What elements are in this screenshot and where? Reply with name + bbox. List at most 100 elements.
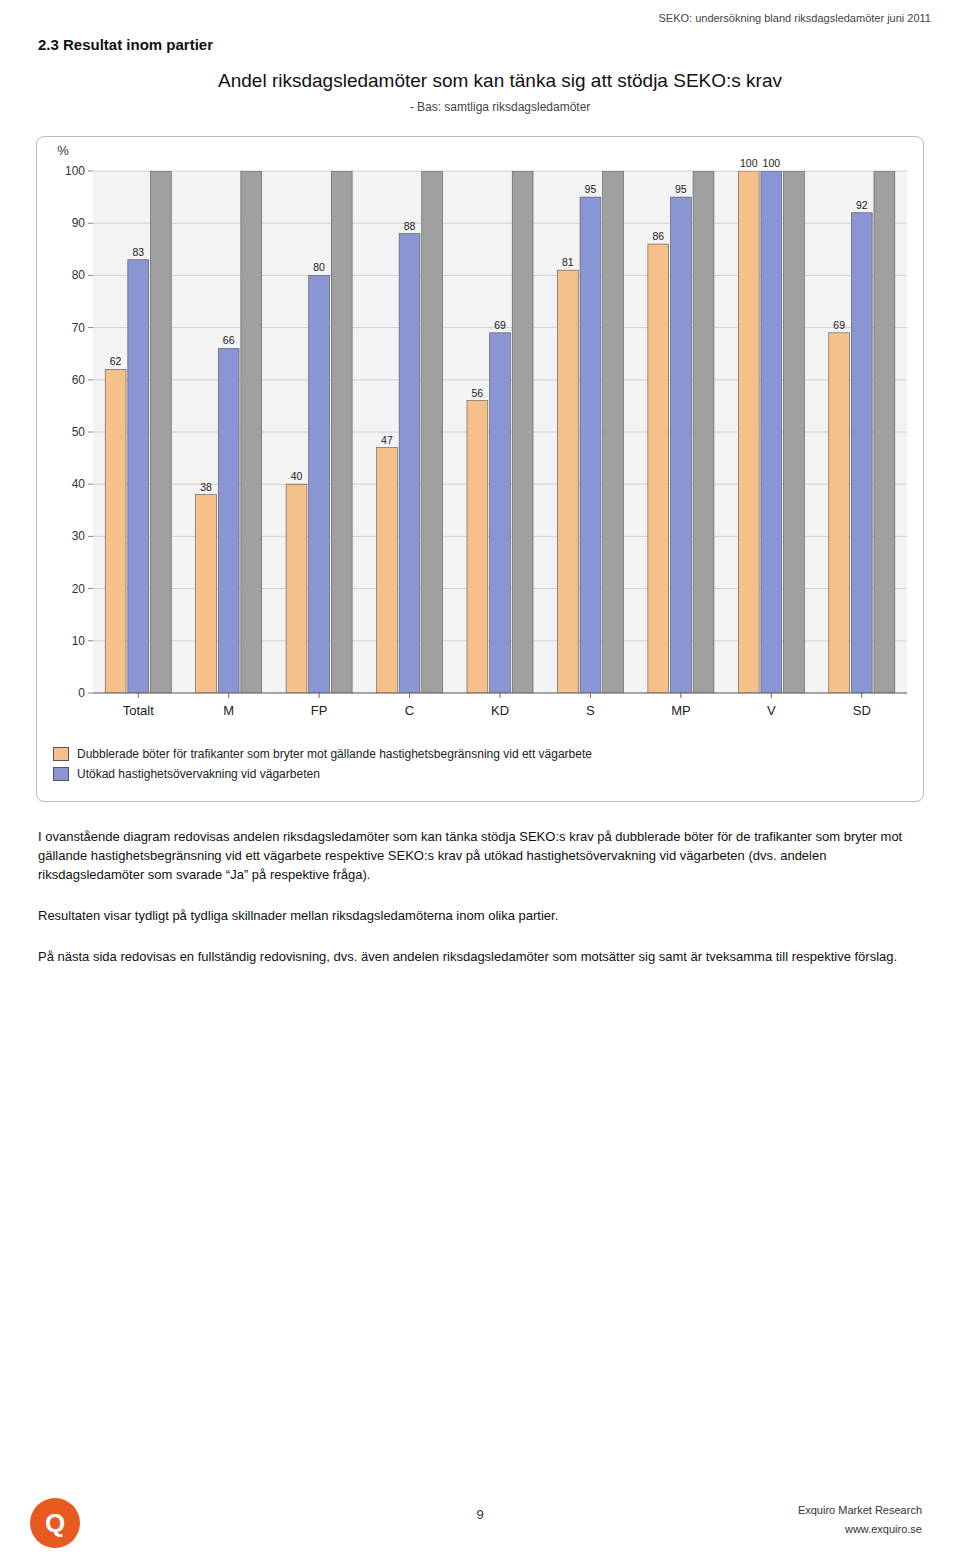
data-label: 81 — [562, 256, 574, 268]
y-tick — [88, 171, 93, 172]
legend: Dubblerade böter för trafikanter som bry… — [37, 737, 923, 801]
data-label: 100 — [740, 157, 758, 169]
data-label: 62 — [110, 355, 122, 367]
y-tick-label: 50 — [72, 425, 86, 439]
bar — [580, 197, 601, 693]
data-label: 95 — [675, 183, 687, 195]
body-text: Resultaten visar tydligt på tydliga skil… — [38, 907, 918, 926]
x-tick-label: M — [223, 703, 234, 718]
y-tick — [88, 588, 93, 589]
y-tick — [88, 379, 93, 380]
y-tick-label: 10 — [72, 634, 86, 648]
x-tick — [861, 693, 862, 698]
data-label: 100 — [763, 157, 781, 169]
bar — [761, 171, 782, 693]
legend-label: Dubblerade böter för trafikanter som bry… — [77, 747, 592, 761]
x-tick — [771, 693, 772, 698]
x-tick — [319, 693, 320, 698]
y-tick — [88, 536, 93, 537]
y-tick-label: 60 — [72, 373, 86, 387]
bar — [241, 171, 262, 693]
data-label: 95 — [585, 183, 597, 195]
bar — [603, 171, 624, 693]
data-label: 66 — [223, 334, 235, 346]
y-tick — [88, 432, 93, 433]
legend-item: Dubblerade böter för trafikanter som bry… — [53, 747, 907, 761]
bar — [784, 171, 805, 693]
x-tick-label: Totalt — [123, 703, 154, 718]
y-tick-label: 0 — [78, 686, 85, 700]
bar — [829, 333, 850, 693]
bar — [512, 171, 533, 693]
bar — [467, 401, 488, 693]
data-label: 92 — [856, 199, 868, 211]
chart-title: Andel riksdagsledamöter som kan tänka si… — [80, 70, 920, 92]
footer-company: Exquiro Market Research — [798, 1504, 922, 1516]
bar — [670, 197, 691, 693]
legend-swatch — [53, 747, 69, 761]
chart-subtitle: - Bas: samtliga riksdagsledamöter — [80, 100, 920, 114]
grid — [93, 171, 907, 693]
x-tick — [680, 693, 681, 698]
bars — [105, 171, 895, 693]
x-tick-label: V — [767, 703, 776, 718]
y-tick-label: 80 — [72, 268, 86, 282]
legend-label: Utökad hastighetsövervakning vid vägarbe… — [77, 767, 320, 781]
x-tick — [500, 693, 501, 698]
header: SEKO: undersökning bland riksdagsledamöt… — [658, 12, 931, 24]
bar — [128, 260, 149, 693]
bar — [286, 484, 307, 693]
y-axis-label: % — [57, 143, 69, 158]
chart: 0 10 20 30 40 50 60 70 80 90 100% 62 38 40 47 56 81 86 100… — [37, 137, 923, 737]
y-tick — [88, 223, 93, 224]
bar — [557, 270, 578, 693]
data-label: 38 — [200, 481, 212, 493]
y-tick-label: 90 — [72, 216, 86, 230]
bar — [377, 448, 398, 693]
y-tick-label: 30 — [72, 529, 86, 543]
data-label: 86 — [652, 230, 664, 242]
data-labels: 62 38 40 47 56 81 86 100 69 83 66 80 88 69 95 95 100 92 — [110, 157, 868, 493]
x-tick-label: S — [586, 703, 595, 718]
bar — [399, 234, 420, 693]
page: {"page": { "header_text": "SEKO: undersö… — [0, 0, 960, 1566]
bar — [105, 369, 126, 693]
legend-item: Utökad hastighetsövervakning vid vägarbe… — [53, 767, 907, 781]
x-tick — [409, 693, 410, 698]
plot-background — [93, 171, 907, 693]
body-text: I ovanstående diagram redovisas andelen … — [38, 828, 918, 885]
x-tick-label: KD — [491, 703, 509, 718]
logo: Q — [30, 1498, 80, 1548]
data-label: 88 — [404, 220, 416, 232]
y-tick-label: 100 — [65, 164, 85, 178]
y-tick — [88, 484, 93, 485]
data-label: 69 — [494, 319, 506, 331]
bar — [331, 171, 352, 693]
bar — [150, 171, 171, 693]
data-label: 83 — [132, 246, 144, 258]
x-tick-label: FP — [311, 703, 328, 718]
bar — [218, 348, 239, 693]
data-label: 40 — [291, 470, 303, 482]
bar — [851, 213, 872, 693]
bar — [422, 171, 443, 693]
footer-website: www.exquiro.se — [845, 1523, 922, 1535]
legend-swatch — [53, 767, 69, 781]
data-label: 47 — [381, 434, 393, 446]
x-tick-label: MP — [671, 703, 691, 718]
body-text: På nästa sida redovisas en fullständig r… — [38, 948, 918, 967]
data-label: 69 — [833, 319, 845, 331]
data-label: 80 — [313, 261, 325, 273]
y-tick — [88, 327, 93, 328]
x-tick — [138, 693, 139, 698]
data-label: 56 — [472, 387, 484, 399]
y-tick-label: 70 — [72, 321, 86, 335]
x-tick — [590, 693, 591, 698]
y-tick-label: 40 — [72, 477, 86, 491]
section-title: 2.3 Resultat inom partier — [38, 36, 213, 53]
bar — [309, 275, 330, 693]
bar — [196, 495, 217, 693]
bar — [648, 244, 669, 693]
y-tick-label: 20 — [72, 582, 86, 596]
bar — [738, 171, 759, 693]
